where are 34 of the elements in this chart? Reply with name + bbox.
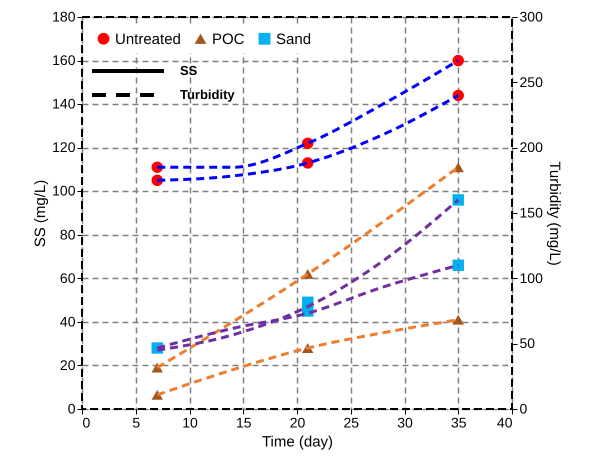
x-tick-label: 10 <box>182 414 198 430</box>
y2-tick-label: 100 <box>520 270 544 286</box>
legend-label: Sand <box>276 30 312 48</box>
x-tick-label: 15 <box>236 414 252 430</box>
x-tick-label: 5 <box>132 414 140 430</box>
y2-tick-label: 50 <box>520 335 536 352</box>
y-tick-label: 60 <box>60 270 76 286</box>
y-axis-title: SS (mg/L) <box>32 180 50 248</box>
y-tick-label: 180 <box>52 8 76 24</box>
annotation: SS <box>180 63 198 78</box>
y2-tick-label: 200 <box>520 139 544 156</box>
legend-label: POC <box>212 30 245 48</box>
y-tick-label: 120 <box>52 139 76 156</box>
y2-axis-title: Turbidity (mg/L) <box>546 161 563 266</box>
y2-tick-label: 250 <box>520 74 544 90</box>
x-tick-label: 20 <box>290 414 306 430</box>
x-tick-label: 30 <box>397 414 413 430</box>
annotation: Turbidity <box>180 87 236 102</box>
x-tick-label: 25 <box>343 414 360 430</box>
y-tick-label: 160 <box>52 52 76 68</box>
x-tick-label: 35 <box>450 414 467 430</box>
y-tick-label: 40 <box>60 313 76 330</box>
y2-tick-label: 0 <box>520 400 528 416</box>
y-tick-label: 0 <box>68 400 76 416</box>
y-tick-label: 20 <box>60 356 76 373</box>
y-tick-label: 80 <box>60 226 76 242</box>
x-axis-title: Time (day) <box>262 434 334 450</box>
y2-tick-label: 300 <box>520 8 544 24</box>
y2-tick-label: 150 <box>520 204 544 220</box>
legend-label: Untreated <box>115 30 181 48</box>
y-tick-label: 140 <box>52 96 76 112</box>
y-tick-label: 100 <box>52 182 76 199</box>
x-tick-label: 0 <box>82 414 90 430</box>
x-tick-label: 40 <box>496 414 513 430</box>
